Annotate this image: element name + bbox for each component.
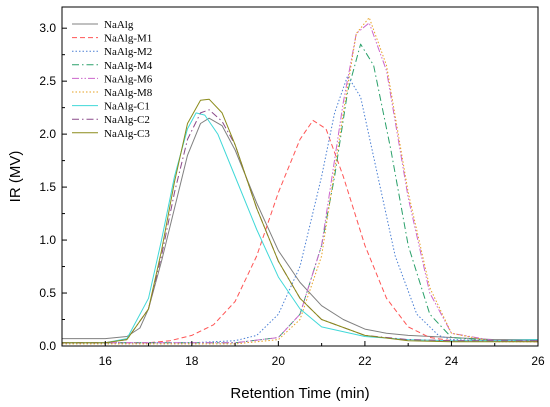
y-axis-title: IR (MV) — [7, 151, 24, 203]
plot-frame — [61, 6, 539, 347]
legend-label: NaAlg-M1 — [104, 33, 152, 45]
y-tick-label: 0.0 — [39, 339, 56, 353]
series-line-7 — [62, 112, 538, 344]
series-line-1 — [62, 117, 538, 341]
legend-label: NaAlg-M4 — [104, 60, 153, 72]
series-line-9 — [62, 98, 538, 344]
x-tick-label: 20 — [272, 354, 286, 368]
legend-label: NaAlg-M6 — [104, 73, 153, 85]
legend-label: NaAlg-M2 — [104, 46, 152, 58]
axes: 16 18 20 22 24 26 0.0 0.5 1.0 1.5 2.0 2.5 3.0 — [39, 6, 545, 368]
x-tick-label: 18 — [185, 354, 199, 368]
y-tick-label: 3.0 — [39, 21, 56, 35]
x-tick-label: 24 — [445, 354, 459, 368]
legend-label: NaAlg — [104, 19, 134, 31]
legend-label: NaAlg-C3 — [104, 128, 150, 140]
series-line-6 — [62, 17, 538, 345]
legend-label: NaAlg-C2 — [104, 114, 150, 126]
legend-label: NaAlg-C1 — [104, 101, 150, 113]
x-tick-label: 26 — [531, 354, 545, 368]
series-line-8 — [62, 109, 538, 344]
y-tick-label: 2.5 — [39, 74, 56, 88]
x-axis-title: Retention Time (min) — [230, 385, 369, 402]
plot-area — [62, 17, 538, 345]
y-tick-label: 1.0 — [39, 233, 56, 247]
y-tick-label: 0.5 — [39, 286, 56, 300]
series-line-2 — [62, 119, 538, 344]
x-tick-label: 22 — [358, 354, 372, 368]
y-tick-label: 2.0 — [39, 127, 56, 141]
x-tick-label: 16 — [99, 354, 113, 368]
legend-label: NaAlg-M8 — [104, 87, 153, 99]
y-tick-label: 1.5 — [39, 180, 56, 194]
series-line-4 — [62, 43, 538, 344]
